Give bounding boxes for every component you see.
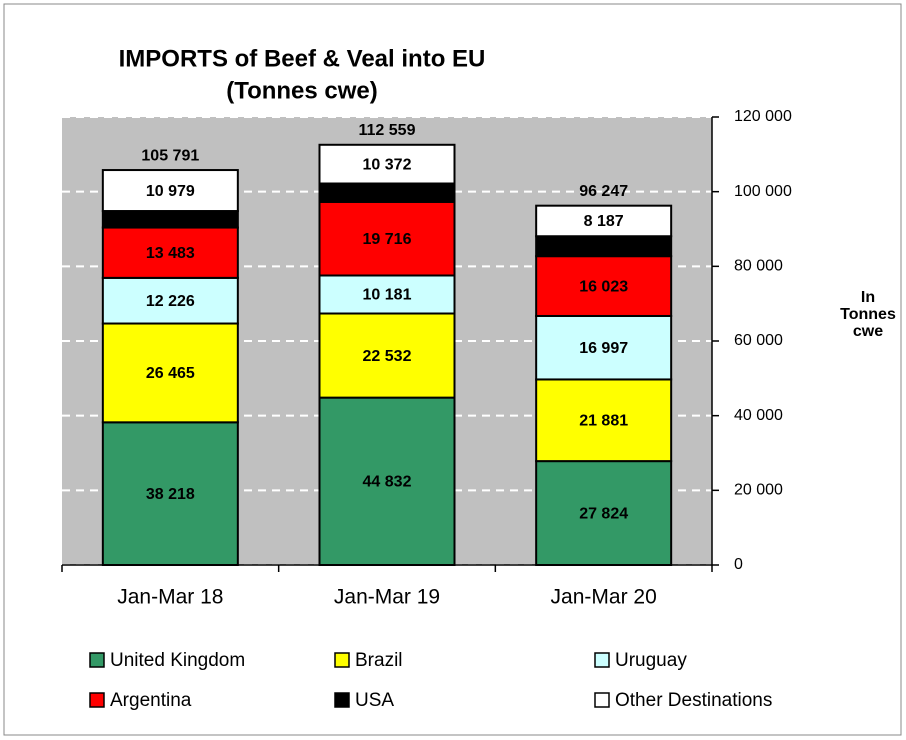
value-label: 21 881 bbox=[579, 412, 628, 429]
bar-segment bbox=[318, 200, 456, 277]
value-label: 38 218 bbox=[146, 486, 195, 503]
legend-swatch bbox=[89, 692, 105, 708]
y-tick-label: 120 000 bbox=[734, 108, 792, 125]
value-label: 27 824 bbox=[579, 505, 628, 522]
bar-segment bbox=[535, 378, 673, 463]
bar-segment bbox=[101, 421, 239, 566]
value-label: 10 181 bbox=[363, 287, 412, 304]
bar-segment bbox=[535, 314, 673, 381]
value-label: 12 226 bbox=[146, 293, 195, 310]
total-label: 96 247 bbox=[579, 183, 628, 200]
legend-label: Other Destinations bbox=[615, 690, 772, 711]
y-tick-label: 0 bbox=[734, 556, 743, 573]
y-axis-label: cwe bbox=[853, 323, 883, 340]
x-tick-label: Jan-Mar 18 bbox=[117, 586, 223, 609]
bar-segment bbox=[101, 226, 239, 279]
bar-segment bbox=[318, 274, 456, 315]
y-axis-label: Tonnes bbox=[840, 306, 896, 323]
legend-label: USA bbox=[355, 690, 394, 711]
total-label: 105 791 bbox=[141, 147, 199, 164]
legend-swatch bbox=[594, 652, 610, 668]
bar-segment bbox=[318, 143, 456, 185]
legend-swatch bbox=[89, 652, 105, 668]
legend-swatch bbox=[334, 692, 350, 708]
value-label: 22 532 bbox=[363, 348, 412, 365]
total-label: 112 559 bbox=[359, 122, 416, 139]
y-axis-label: In bbox=[861, 289, 875, 306]
y-tick-label: 40 000 bbox=[734, 407, 783, 424]
chart-subtitle: (Tonnes cwe) bbox=[226, 77, 378, 104]
value-label: 16 023 bbox=[579, 278, 628, 295]
bar-segment bbox=[101, 322, 239, 424]
value-label: 13 483 bbox=[146, 245, 195, 262]
bar-segment bbox=[535, 235, 673, 258]
y-tick-label: 80 000 bbox=[734, 258, 783, 275]
bar-segment bbox=[101, 169, 239, 213]
x-tick-label: Jan-Mar 20 bbox=[551, 586, 657, 609]
y-tick-label: 100 000 bbox=[734, 183, 792, 200]
value-label: 26 465 bbox=[146, 365, 195, 382]
bar-segment bbox=[318, 182, 456, 203]
y-tick-label: 20 000 bbox=[734, 482, 783, 499]
legend-label: Uruguay bbox=[615, 650, 687, 671]
bar-segment bbox=[101, 276, 239, 325]
value-label: 19 716 bbox=[363, 231, 412, 248]
value-label: 8 187 bbox=[584, 213, 624, 230]
value-label: 10 372 bbox=[363, 156, 412, 173]
bar-segment bbox=[535, 460, 673, 566]
bar-segment bbox=[101, 210, 239, 229]
bar-segment bbox=[318, 396, 456, 566]
legend-swatch bbox=[334, 652, 350, 668]
bar-segment bbox=[318, 312, 456, 399]
legend-label: Brazil bbox=[355, 650, 403, 671]
x-tick-label: Jan-Mar 19 bbox=[334, 586, 440, 609]
value-label: 16 997 bbox=[579, 340, 628, 357]
y-tick-label: 60 000 bbox=[734, 332, 783, 349]
chart-title: IMPORTS of Beef & Veal into EU bbox=[119, 45, 486, 72]
value-label: 10 979 bbox=[146, 183, 195, 200]
bar-segment bbox=[535, 204, 673, 238]
value-label: 44 832 bbox=[363, 474, 412, 491]
bar-segment bbox=[535, 255, 673, 317]
legend-swatch bbox=[594, 692, 610, 708]
legend-label: Argentina bbox=[110, 690, 192, 711]
legend-label: United Kingdom bbox=[110, 650, 245, 671]
